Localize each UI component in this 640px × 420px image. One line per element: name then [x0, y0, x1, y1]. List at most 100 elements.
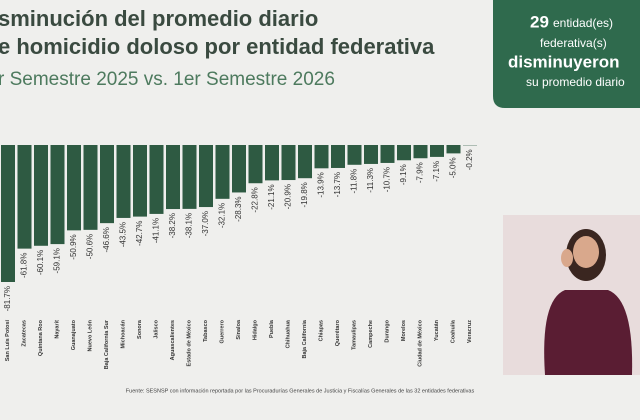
bar: [1, 145, 15, 282]
x-tick-label: Sonora: [137, 319, 143, 339]
bar: [248, 145, 263, 184]
x-tick-label: Quintana Roo: [38, 319, 44, 356]
bar: [133, 145, 147, 217]
value-label: -0.2%: [465, 149, 474, 170]
bar: [430, 145, 444, 157]
value-label: -19.8%: [300, 182, 309, 207]
body: [544, 290, 633, 375]
x-tick-label: Ciudad de México: [418, 319, 424, 366]
bar: [265, 145, 279, 181]
value-label: -42.7%: [135, 221, 144, 246]
summary-text: entidad(es): [553, 16, 613, 30]
interpreter-video: [503, 215, 640, 375]
x-tick-label: Nayarit: [55, 320, 61, 339]
value-label: -21.1%: [267, 184, 276, 209]
x-tick-label: Chiapas: [319, 320, 325, 341]
value-label: -7.1%: [432, 161, 441, 182]
x-tick-label: Coahuila: [451, 319, 457, 343]
value-label: -13.9%: [316, 172, 325, 197]
value-label: -28.3%: [234, 196, 243, 221]
value-label: -43.5%: [118, 222, 127, 247]
x-tick-label: Yucatán: [434, 319, 440, 341]
x-tick-label: Hidalgo: [253, 319, 259, 340]
value-label: -60.1%: [36, 250, 45, 275]
x-tick-label: Aguascalientes: [170, 320, 176, 360]
bar: [17, 145, 32, 249]
summary-box: [493, 0, 640, 108]
value-label: -61.8%: [19, 253, 28, 278]
bar: [347, 145, 362, 165]
summary-text: su promedio diario: [526, 75, 625, 89]
bar: [215, 145, 230, 199]
hand: [561, 249, 573, 267]
x-tick-label: Baja California: [302, 319, 308, 358]
value-label: -38.1%: [184, 213, 193, 238]
chart: -81.7% San Luis Potosí -61.8% Zacatecas -60.…: [1, 145, 477, 369]
bar: [50, 145, 65, 245]
x-tick-label: Jalisco: [154, 319, 160, 338]
bar: [116, 145, 131, 218]
x-tick-label: Estado de México: [187, 319, 193, 366]
bar: [380, 145, 395, 163]
face: [573, 236, 599, 268]
bar: [166, 145, 180, 210]
value-label: -50.6%: [85, 234, 94, 259]
x-tick-label: Baja California Sur: [104, 319, 110, 369]
x-tick-label: Tamaulipas: [352, 320, 358, 350]
bar: [83, 145, 98, 230]
x-tick-label: Morelos: [401, 320, 407, 341]
bar: [446, 145, 461, 154]
bar: [364, 145, 378, 164]
bar: [331, 145, 345, 168]
value-label: -38.2%: [168, 213, 177, 238]
summary-text: federativa(s): [540, 36, 607, 50]
title-line: e homicidio doloso por entidad federativ…: [0, 34, 435, 59]
value-label: -59.1%: [52, 248, 61, 273]
x-tick-label: Nuevo León: [88, 319, 94, 351]
x-tick-label: Veracruz: [467, 320, 473, 343]
summary-highlight: disminuyeron: [508, 52, 619, 71]
x-tick-label: San Luis Potosí: [5, 320, 11, 362]
bar: [413, 145, 428, 159]
bar: [232, 145, 246, 193]
bar: [182, 145, 197, 209]
bar: [67, 145, 81, 231]
x-tick-label: Zacatecas: [22, 320, 28, 347]
x-tick-label: Guerrero: [220, 319, 226, 343]
x-tick-label: Guanajuato: [71, 319, 77, 350]
bar: [397, 145, 411, 161]
value-label: -22.8%: [250, 187, 259, 212]
value-label: -5.0%: [448, 157, 457, 178]
value-label: -11.3%: [366, 168, 375, 193]
value-label: -7.9%: [415, 162, 424, 183]
bar: [298, 145, 312, 179]
x-tick-label: Sinaloa: [236, 319, 242, 340]
value-label: -20.9%: [283, 184, 292, 209]
value-label: -81.7%: [3, 286, 12, 311]
x-tick-label: Campeche: [368, 320, 374, 348]
value-label: -46.6%: [102, 227, 111, 252]
x-tick-label: Michoacán: [121, 319, 127, 348]
x-tick-label: Querétaro: [335, 319, 341, 346]
x-tick-label: Puebla: [269, 319, 275, 338]
bar: [100, 145, 114, 224]
value-label: -32.1%: [217, 203, 226, 228]
bar: [149, 145, 164, 214]
value-label: -41.1%: [151, 218, 160, 243]
bar: [34, 145, 48, 246]
summary-count: 29: [530, 12, 549, 31]
title-line: sminución del promedio diario: [0, 6, 318, 31]
value-label: -10.7%: [382, 167, 391, 192]
bar: [314, 145, 329, 169]
subtitle: r Semestre 2025 vs. 1er Semestre 2026: [0, 69, 335, 90]
x-tick-label: Durango: [385, 319, 391, 342]
value-label: -50.9%: [69, 234, 78, 259]
x-tick-label: Tabasco: [203, 319, 209, 342]
value-label: -13.7%: [333, 172, 342, 197]
source: Fuente: SESNSP con información reportada…: [126, 388, 475, 394]
bar: [281, 145, 296, 181]
value-label: -11.8%: [349, 169, 358, 194]
value-label: -37.0%: [201, 211, 210, 236]
